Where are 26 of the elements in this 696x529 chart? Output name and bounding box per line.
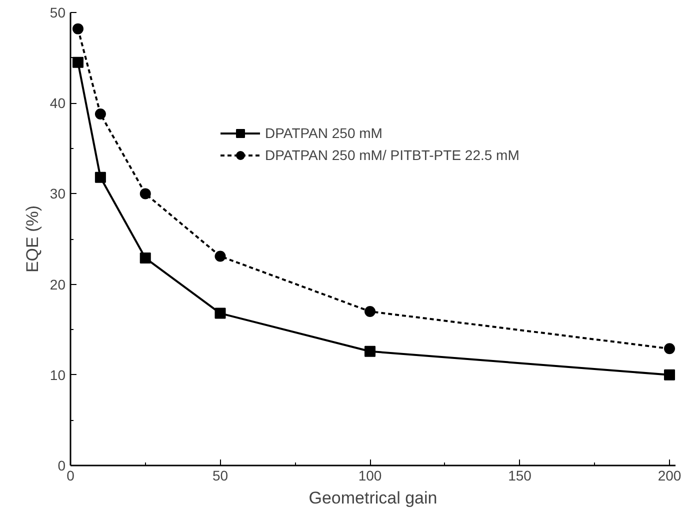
point [94,172,106,183]
legend-label: DPATPAN 250 mM/ PITBT-PTE 22.5 mM [265,147,520,163]
x-tick-label: 100 [358,468,382,484]
point [664,343,676,354]
point [140,188,151,200]
point [364,306,376,317]
point [364,346,376,357]
y-axis-title: EQE (%) [22,205,42,273]
y-tick-label: 30 [50,186,66,202]
x-tick-label: 50 [212,468,228,484]
y-tick-label: 20 [50,276,66,292]
point [214,250,226,262]
point [94,108,106,120]
y-tick-label: 0 [58,458,66,474]
x-tick-label: 150 [508,468,532,484]
point [72,56,84,68]
legend-label: DPATPAN 250 mM [265,125,382,141]
point [664,369,676,380]
y-tick-label: 50 [50,4,66,20]
point [140,252,151,264]
point [214,308,226,319]
x-tick-label: 200 [658,468,682,484]
x-axis-title: Geometrical gain [308,488,438,508]
y-tick-label: 10 [50,366,66,383]
point [72,23,84,34]
y-tick-label: 40 [50,95,66,112]
